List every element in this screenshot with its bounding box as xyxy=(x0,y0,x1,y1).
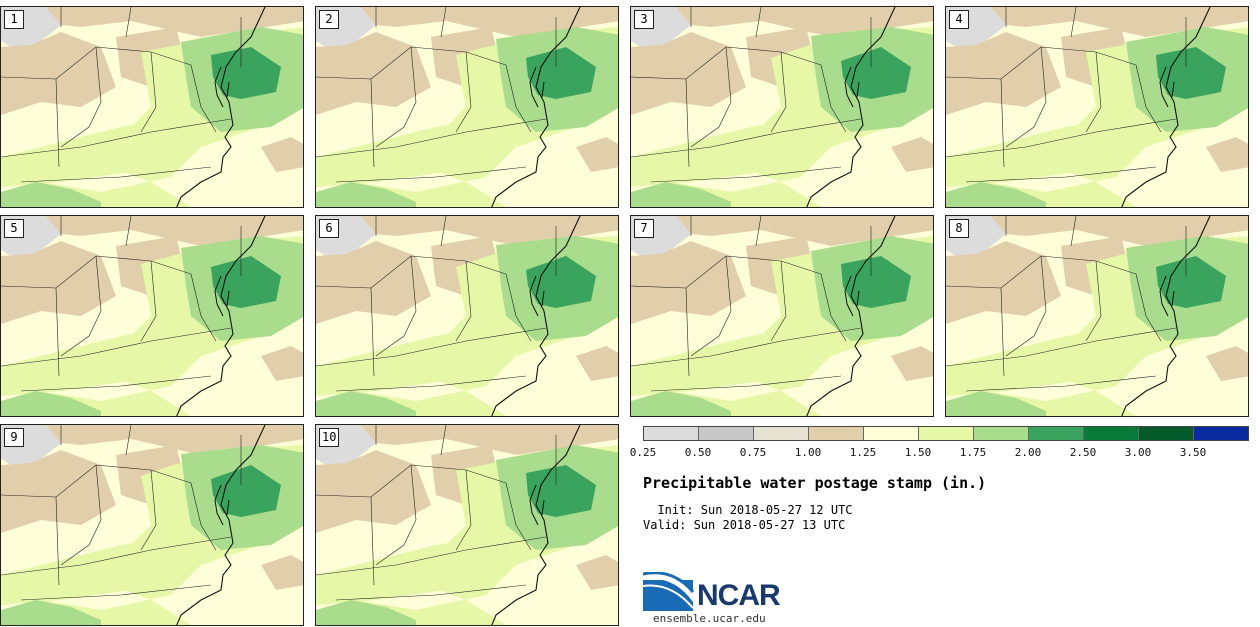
colorbar-tick-label: 3.50 xyxy=(1179,446,1207,459)
ncar-logo-icon xyxy=(643,572,695,611)
valid-time: Valid: Sun 2018-05-27 13 UTC xyxy=(643,518,846,532)
stamp-number: 2 xyxy=(319,10,339,29)
map-stamp: 8 xyxy=(945,215,1249,417)
site-url[interactable]: ensemble.ucar.edu xyxy=(653,612,766,625)
stamp-number: 9 xyxy=(4,428,24,447)
colorbar-swatch xyxy=(1194,427,1248,440)
colorbar-tick-label: 1.25 xyxy=(849,446,877,459)
colorbar-swatch xyxy=(864,427,919,440)
colorbar-tick-label: 1.50 xyxy=(904,446,932,459)
stamp-number: 7 xyxy=(634,219,654,238)
map-stamp: 4 xyxy=(945,6,1249,208)
map-field xyxy=(946,216,1248,416)
colorbar-swatch xyxy=(1029,427,1084,440)
stamp-number: 8 xyxy=(949,219,969,238)
map-field xyxy=(946,7,1248,207)
map-stamp: 5 xyxy=(0,215,304,417)
stamp-number: 5 xyxy=(4,219,24,238)
colorbar-tick-label: 3.00 xyxy=(1124,446,1152,459)
figure-title: Precipitable water postage stamp (in.) xyxy=(643,474,987,492)
map-field xyxy=(631,7,933,207)
colorbar-swatch xyxy=(699,427,754,440)
ncar-logo-text: NCAR xyxy=(697,579,781,612)
map-stamp: 3 xyxy=(630,6,934,208)
colorbar-swatch xyxy=(809,427,864,440)
stamp-number: 1 xyxy=(4,10,24,29)
init-time: Init: Sun 2018-05-27 12 UTC xyxy=(657,503,853,517)
colorbar-tick-label: 1.00 xyxy=(794,446,822,459)
colorbar-tick-label: 2.50 xyxy=(1069,446,1097,459)
map-stamp: 1 xyxy=(0,6,304,208)
map-field xyxy=(631,216,933,416)
colorbar-swatch xyxy=(919,427,974,440)
colorbar-swatch xyxy=(1084,427,1139,440)
map-stamp: 10 xyxy=(315,424,619,626)
map-field xyxy=(316,425,618,625)
map-field xyxy=(316,7,618,207)
colorbar-tick-label: 0.75 xyxy=(739,446,767,459)
map-field xyxy=(316,216,618,416)
stamp-number: 3 xyxy=(634,10,654,29)
colorbar xyxy=(643,426,1249,441)
map-field xyxy=(1,216,303,416)
colorbar-swatch xyxy=(754,427,809,440)
colorbar-tick-label: 0.50 xyxy=(684,446,712,459)
stamp-number: 6 xyxy=(319,219,339,238)
colorbar-tick-label: 2.00 xyxy=(1014,446,1042,459)
map-stamp: 6 xyxy=(315,215,619,417)
colorbar-swatch xyxy=(1139,427,1194,440)
colorbar-swatch xyxy=(644,427,699,440)
colorbar-tick-label: 1.75 xyxy=(959,446,987,459)
stamp-number: 4 xyxy=(949,10,969,29)
map-field xyxy=(1,425,303,625)
map-stamp: 9 xyxy=(0,424,304,626)
colorbar-swatch xyxy=(974,427,1029,440)
stamp-number: 10 xyxy=(319,428,340,447)
map-stamp: 2 xyxy=(315,6,619,208)
map-field xyxy=(1,7,303,207)
map-stamp: 7 xyxy=(630,215,934,417)
colorbar-tick-label: 0.25 xyxy=(629,446,657,459)
